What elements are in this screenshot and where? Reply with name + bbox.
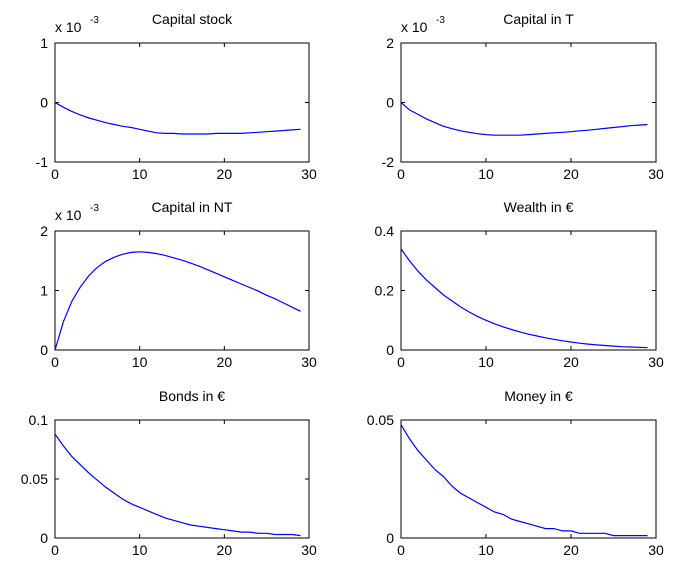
x-tick-label: 10 — [478, 542, 494, 558]
y-tick-label: 0.2 — [375, 283, 395, 299]
y-tick-label: 2 — [40, 223, 48, 239]
series-line — [400, 102, 648, 136]
x-tick-label: 0 — [51, 354, 59, 370]
y-tick-label: 0.05 — [367, 412, 394, 428]
y-tick-label: 0 — [40, 530, 48, 546]
axis-multiplier: x 10 — [55, 207, 82, 223]
axis-multiplier: x 10 — [55, 19, 82, 35]
axes-box — [400, 42, 657, 163]
subplot-title: Capital in T — [503, 11, 574, 27]
x-tick-label: 20 — [217, 166, 233, 182]
subplot-4: 0 10 20 30 0.4 0.2 0 Wealth in € — [375, 199, 664, 370]
series-line — [54, 251, 301, 351]
subplot-title: Bonds in € — [159, 388, 225, 404]
axes-box — [54, 419, 310, 539]
y-tick-label: 2 — [386, 35, 394, 51]
subplot-6: 0 10 20 30 0.05 0 Money in € — [367, 388, 664, 558]
x-tick-label: 10 — [132, 542, 148, 558]
x-tick-label: 10 — [132, 354, 148, 370]
x-tick-label: 0 — [397, 166, 405, 182]
y-tick-label: 0 — [386, 95, 394, 111]
y-tick-label: 1 — [40, 283, 48, 299]
x-tick-label: 30 — [648, 166, 664, 182]
axes-box — [54, 42, 310, 163]
axis-multiplier-exponent: -3 — [90, 15, 99, 26]
subplot-title: Wealth in € — [504, 199, 574, 215]
x-tick-label: 20 — [563, 166, 579, 182]
y-tick-label: 0 — [40, 342, 48, 358]
x-tick-label: 30 — [301, 354, 317, 370]
subplot-title: Money in € — [504, 388, 573, 404]
axis-multiplier-exponent: -3 — [90, 203, 99, 214]
y-tick-label: 0.05 — [21, 471, 48, 487]
series-line — [54, 101, 301, 135]
axis-multiplier-exponent: -3 — [436, 15, 445, 26]
x-tick-label: 0 — [397, 354, 405, 370]
axes-box — [54, 230, 310, 351]
x-tick-label: 10 — [478, 166, 494, 182]
x-tick-label: 0 — [51, 542, 59, 558]
subplot-title: Capital in NT — [152, 199, 233, 215]
y-tick-label: 0.4 — [375, 223, 395, 239]
x-tick-label: 30 — [301, 542, 317, 558]
y-tick-label: 0 — [386, 530, 394, 546]
x-tick-label: 20 — [217, 542, 233, 558]
y-tick-label: -2 — [382, 154, 395, 170]
x-tick-label: 30 — [648, 542, 664, 558]
x-tick-label: 30 — [648, 354, 664, 370]
axis-multiplier: x 10 — [401, 19, 428, 35]
x-tick-label: 10 — [478, 354, 494, 370]
x-tick-label: 10 — [132, 166, 148, 182]
axes-box — [400, 419, 657, 539]
x-tick-label: 20 — [563, 354, 579, 370]
x-tick-label: 20 — [217, 354, 233, 370]
series-line — [54, 433, 301, 537]
y-tick-label: 0 — [386, 342, 394, 358]
y-tick-label: 0.1 — [29, 412, 49, 428]
series-line — [400, 248, 648, 349]
series-line — [400, 424, 648, 537]
x-tick-label: 0 — [51, 166, 59, 182]
y-tick-label: 1 — [40, 35, 48, 51]
subplot-5: 0 10 20 30 0.1 0.05 0 Bonds in € — [21, 388, 317, 558]
x-tick-label: 20 — [563, 542, 579, 558]
subplot-title: Capital stock — [152, 11, 233, 27]
y-tick-label: 0 — [40, 95, 48, 111]
y-tick-label: -1 — [36, 154, 49, 170]
x-tick-label: 0 — [397, 542, 405, 558]
x-tick-label: 30 — [301, 166, 317, 182]
